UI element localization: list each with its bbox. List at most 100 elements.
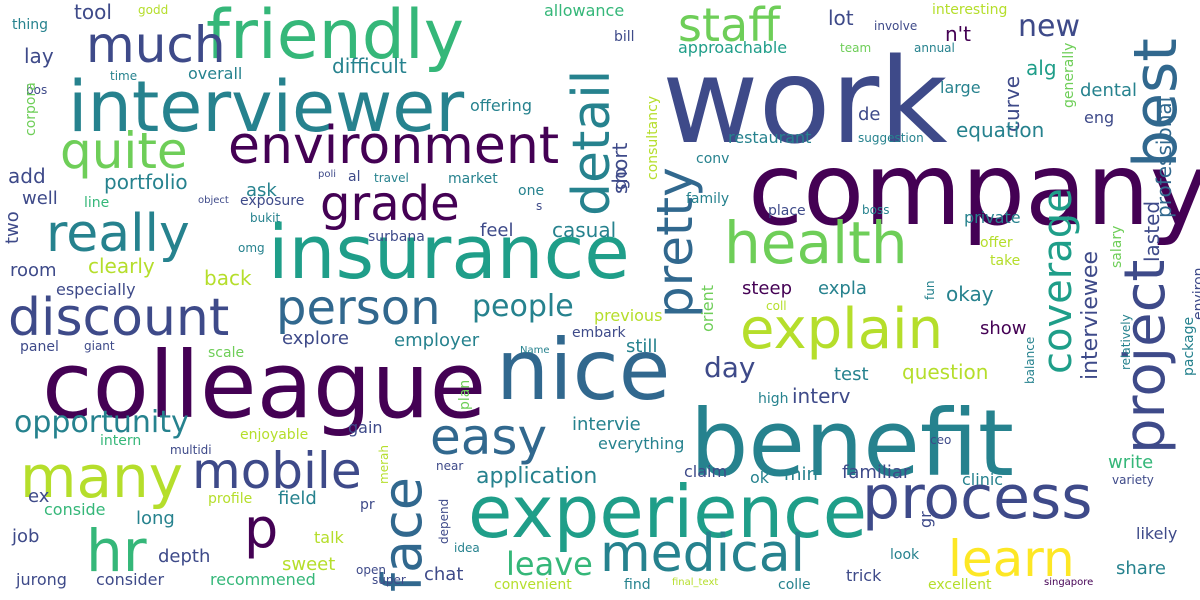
- word: lasted: [1140, 200, 1164, 262]
- word: merah: [377, 445, 391, 484]
- word: gr: [916, 511, 935, 528]
- word: people: [472, 289, 574, 324]
- word: interesting: [932, 2, 1008, 18]
- word: friendly: [206, 0, 465, 75]
- word: variety: [1112, 473, 1154, 487]
- word: environment: [228, 116, 560, 176]
- word: offer: [980, 235, 1013, 251]
- word: explain: [740, 297, 944, 362]
- word: s: [536, 199, 543, 213]
- word: ceo: [930, 433, 952, 447]
- word: take: [990, 253, 1021, 269]
- word: corpora: [23, 82, 39, 136]
- word: balance: [1023, 336, 1037, 384]
- word: lot: [828, 6, 854, 30]
- word: work: [662, 32, 948, 170]
- word: okay: [946, 282, 994, 306]
- word: eng: [1084, 108, 1115, 127]
- word: interviewee: [1078, 251, 1103, 380]
- word: line: [84, 195, 110, 211]
- word: opportunity: [14, 405, 189, 440]
- word: alg: [1026, 56, 1057, 80]
- word: depth: [158, 546, 211, 567]
- word: team: [840, 41, 872, 55]
- word: p: [244, 497, 279, 560]
- word: min: [784, 464, 818, 485]
- word: new: [1018, 9, 1081, 44]
- word: really: [46, 204, 190, 264]
- word: share: [1116, 558, 1166, 579]
- word: sweet: [282, 554, 336, 575]
- word: leave: [506, 545, 593, 583]
- word: Name: [520, 345, 550, 356]
- word: exposure: [240, 193, 305, 209]
- word: recommened: [210, 570, 316, 589]
- word: boss: [862, 203, 890, 217]
- word: market: [448, 171, 498, 187]
- word: much: [86, 16, 226, 74]
- word: singapore: [1044, 577, 1094, 588]
- word: look: [890, 547, 920, 563]
- word: benefit: [690, 390, 1014, 497]
- word: omg: [238, 241, 265, 255]
- word: likely: [1136, 524, 1178, 543]
- word: show: [980, 318, 1027, 339]
- word: overall: [188, 64, 243, 83]
- word: godd: [138, 3, 169, 17]
- word: claim: [684, 462, 728, 481]
- word: excellent: [928, 577, 992, 593]
- word: discount: [8, 288, 230, 348]
- word: conside: [44, 500, 106, 519]
- word: gain: [348, 418, 383, 437]
- word: steep: [742, 278, 793, 299]
- word: difficult: [332, 54, 407, 78]
- word: relatively: [1119, 314, 1133, 370]
- word: surbana: [368, 229, 425, 245]
- word: company: [748, 131, 1200, 248]
- word: profile: [208, 491, 253, 507]
- word: orient: [698, 284, 717, 332]
- word: learn: [948, 530, 1075, 588]
- word: involve: [874, 19, 918, 33]
- word: al: [348, 169, 361, 185]
- word: thing: [12, 17, 49, 33]
- word: nice: [496, 321, 671, 419]
- word: large: [940, 78, 981, 97]
- word: coll: [766, 299, 787, 313]
- word: open: [356, 563, 386, 577]
- word: conv: [696, 151, 730, 167]
- word: travel: [374, 171, 409, 185]
- word: super: [372, 573, 406, 587]
- word: ex: [28, 486, 50, 507]
- word: generally: [1061, 42, 1077, 108]
- word: scale: [208, 345, 245, 361]
- word: grade: [320, 176, 460, 232]
- word: object: [198, 195, 229, 206]
- word: two: [2, 211, 23, 244]
- word: ask: [246, 180, 277, 201]
- word: feel: [480, 220, 514, 241]
- word: insurance: [268, 210, 630, 296]
- word: consider: [96, 570, 165, 589]
- word: application: [476, 464, 598, 489]
- word: family: [686, 191, 730, 207]
- word: experience: [468, 470, 868, 554]
- word: dental: [1080, 80, 1137, 101]
- word: salary: [1109, 225, 1125, 268]
- word: multidi: [170, 443, 212, 457]
- word: package: [1181, 316, 1197, 376]
- word: go: [610, 167, 631, 190]
- word: coverage: [1035, 188, 1081, 374]
- word: intervie: [572, 414, 641, 435]
- word: process: [862, 463, 1093, 533]
- word: medical: [600, 524, 806, 584]
- word: intern: [100, 433, 142, 449]
- word: expla: [818, 278, 867, 299]
- word: day: [704, 351, 756, 384]
- word: consultancy: [645, 95, 661, 180]
- word: previous: [594, 306, 663, 325]
- word: approachable: [678, 38, 788, 57]
- word: restaurant: [728, 128, 812, 147]
- word: employer: [394, 330, 480, 351]
